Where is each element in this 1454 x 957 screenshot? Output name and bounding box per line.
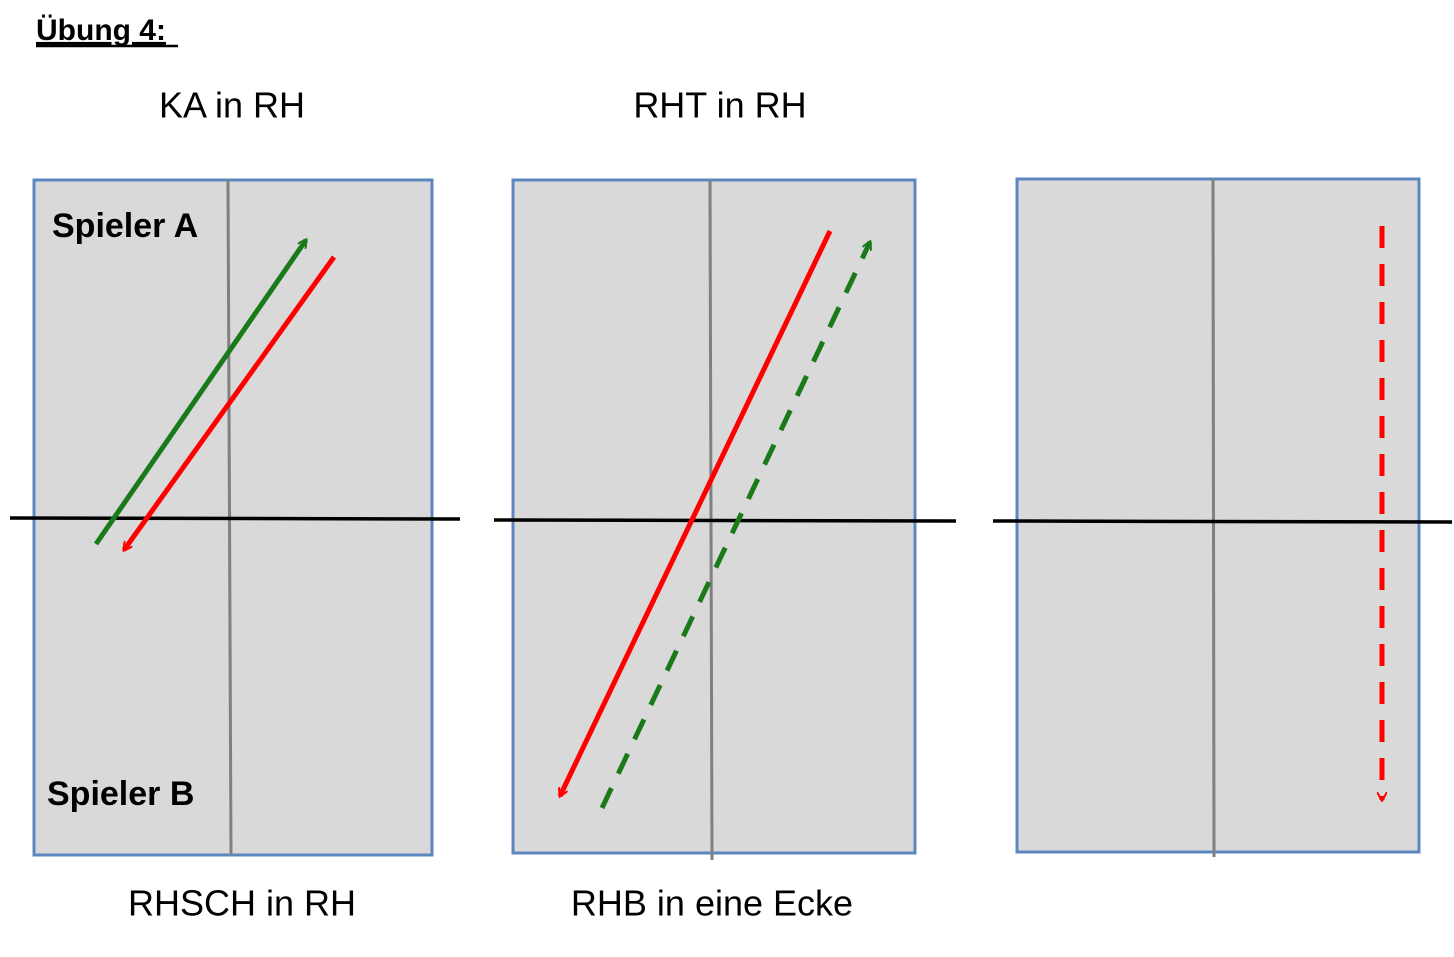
top-label: RHT in RH	[633, 85, 806, 126]
center-line	[1211, 178, 1216, 858]
player-label: Spieler B	[47, 775, 194, 813]
arrow	[599, 242, 873, 810]
title: Übung 4:	[36, 14, 166, 47]
net	[9, 516, 461, 521]
bottom-label: RHB in eine Ecke	[571, 883, 853, 924]
player-label: Spieler A	[52, 207, 198, 245]
top-label: KA in RH	[159, 85, 305, 126]
arrow	[93, 240, 309, 546]
arrow	[121, 255, 337, 550]
table	[511, 178, 917, 855]
net	[992, 519, 1453, 524]
bottom-label: RHSCH in RH	[128, 883, 356, 924]
arrow	[557, 229, 833, 796]
table	[1015, 177, 1421, 854]
net	[493, 518, 957, 523]
